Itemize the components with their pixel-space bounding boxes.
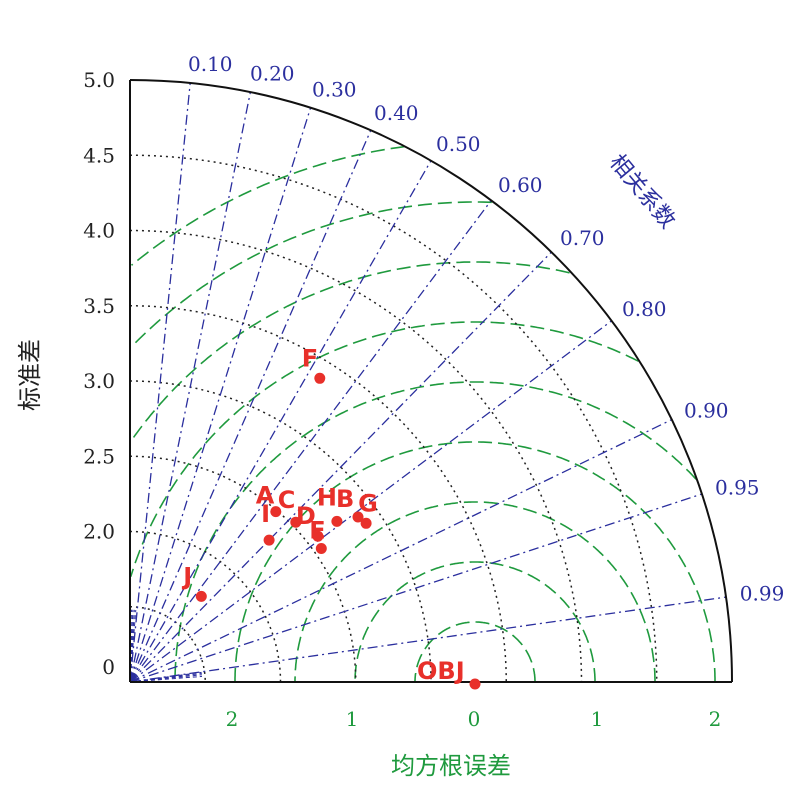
y-axis-label: 标准差 — [16, 339, 44, 411]
y-tick-label: 5.0 — [83, 68, 115, 92]
point-obj — [469, 678, 481, 690]
y-tick-label: 2.5 — [83, 444, 115, 468]
point-label-d: D — [296, 502, 316, 530]
y-tick-label: 4.5 — [83, 143, 115, 167]
y-tick-label: 0 — [102, 655, 115, 679]
rms-tick-label: 0 — [468, 707, 481, 731]
point-label-e: E — [309, 517, 325, 545]
rms-arcs — [129, 145, 716, 682]
corr-minor-line — [129, 671, 202, 683]
rms-arc-7 — [130, 261, 570, 442]
corr-minor-line — [129, 672, 202, 683]
point-label-j: J — [181, 562, 192, 590]
corr-tick-label: 0.95 — [715, 475, 760, 499]
rms-tick-label: 2 — [226, 707, 239, 731]
corr-line-0.60 — [129, 200, 492, 683]
corr-line-0.80 — [129, 320, 612, 683]
point-label-a: A — [256, 482, 275, 510]
corr-tick-label: 0.50 — [436, 132, 481, 156]
corr-tick-label: 0.99 — [740, 582, 785, 606]
corr-minor-line — [129, 609, 135, 683]
point-label-g: G — [358, 489, 378, 517]
point-label-h: H — [317, 483, 337, 511]
point-c — [290, 516, 302, 528]
y-tick-label: 3.0 — [83, 369, 115, 393]
y-tick-label: 2.0 — [83, 520, 115, 544]
corr-line-0.95 — [129, 493, 703, 683]
y-tick-label: 3.5 — [83, 294, 115, 318]
rms-arc-4 — [234, 441, 716, 682]
point-b — [352, 511, 364, 523]
corr-tick-label: 0.80 — [622, 297, 667, 321]
rms-arc-3 — [294, 501, 656, 682]
rms-arc-8 — [132, 201, 492, 347]
rms-tick-label: 2 — [709, 707, 722, 731]
std-arc-3 — [129, 380, 432, 683]
corr-tick-label: 0.40 — [374, 101, 419, 125]
point-h — [331, 515, 343, 527]
point-e — [315, 543, 327, 554]
point-label-obj: OBJ — [417, 657, 465, 685]
point-g — [360, 517, 372, 529]
point-i — [263, 534, 275, 546]
corr-minor-line — [129, 609, 134, 683]
corr-line-0.90 — [129, 419, 673, 683]
outer-boundary-arc — [129, 79, 733, 683]
point-label-f: F — [302, 344, 318, 372]
corr-line-0.99 — [129, 596, 727, 683]
point-j — [195, 590, 207, 602]
corr-minor-line — [129, 675, 203, 683]
corr-tick-label: 0.70 — [560, 226, 605, 250]
std-arc-4 — [129, 229, 583, 683]
axes — [129, 79, 733, 683]
tick-labels: 0 2.0 2.5 3.0 3.5 4.0 4.5 5.0 0.10 0.20 0.30 0.40 0.… — [83, 52, 784, 731]
rms-arc-2 — [354, 561, 596, 682]
corr-line-0.70 — [129, 251, 552, 683]
std-arcs — [129, 154, 658, 683]
corr-tick-label: 0.10 — [188, 52, 233, 76]
corr-minor-line — [129, 674, 202, 683]
rms-arc-6 — [129, 321, 639, 577]
correlation-lines — [129, 82, 727, 683]
corr-line-0.50 — [129, 160, 432, 683]
y-tick-label: 4.0 — [83, 219, 115, 243]
corr-line-0.30 — [129, 107, 312, 683]
point-label-i: I — [261, 500, 270, 528]
rms-arc-9 — [130, 145, 405, 266]
corr-tick-label: 0.30 — [312, 78, 357, 102]
corr-line-0.20 — [129, 92, 252, 683]
corr-minor-line — [129, 609, 137, 683]
x-axis-label: 均方根误差 — [391, 752, 511, 780]
corr-line-0.40 — [129, 129, 372, 683]
rms-tick-label: 1 — [591, 707, 604, 731]
point-f — [314, 372, 326, 384]
correlation-axis-label: 相关系数 — [604, 150, 680, 233]
point-d — [312, 530, 324, 542]
corr-line-0.10 — [129, 82, 191, 683]
corr-tick-label: 0.90 — [684, 399, 729, 423]
std-arc-3.5 — [129, 305, 507, 683]
corr-tick-label: 0.60 — [498, 173, 543, 197]
point-a — [270, 506, 282, 518]
rms-tick-label: 1 — [346, 707, 359, 731]
rms-arc-1 — [414, 621, 536, 682]
point-label-c: C — [278, 486, 296, 514]
std-arc-1.5 — [129, 606, 206, 683]
std-arc-2 — [129, 530, 282, 683]
rms-arc-5 — [174, 381, 697, 682]
point-label-b: B — [336, 485, 354, 513]
corr-tick-label: 0.20 — [250, 62, 295, 86]
